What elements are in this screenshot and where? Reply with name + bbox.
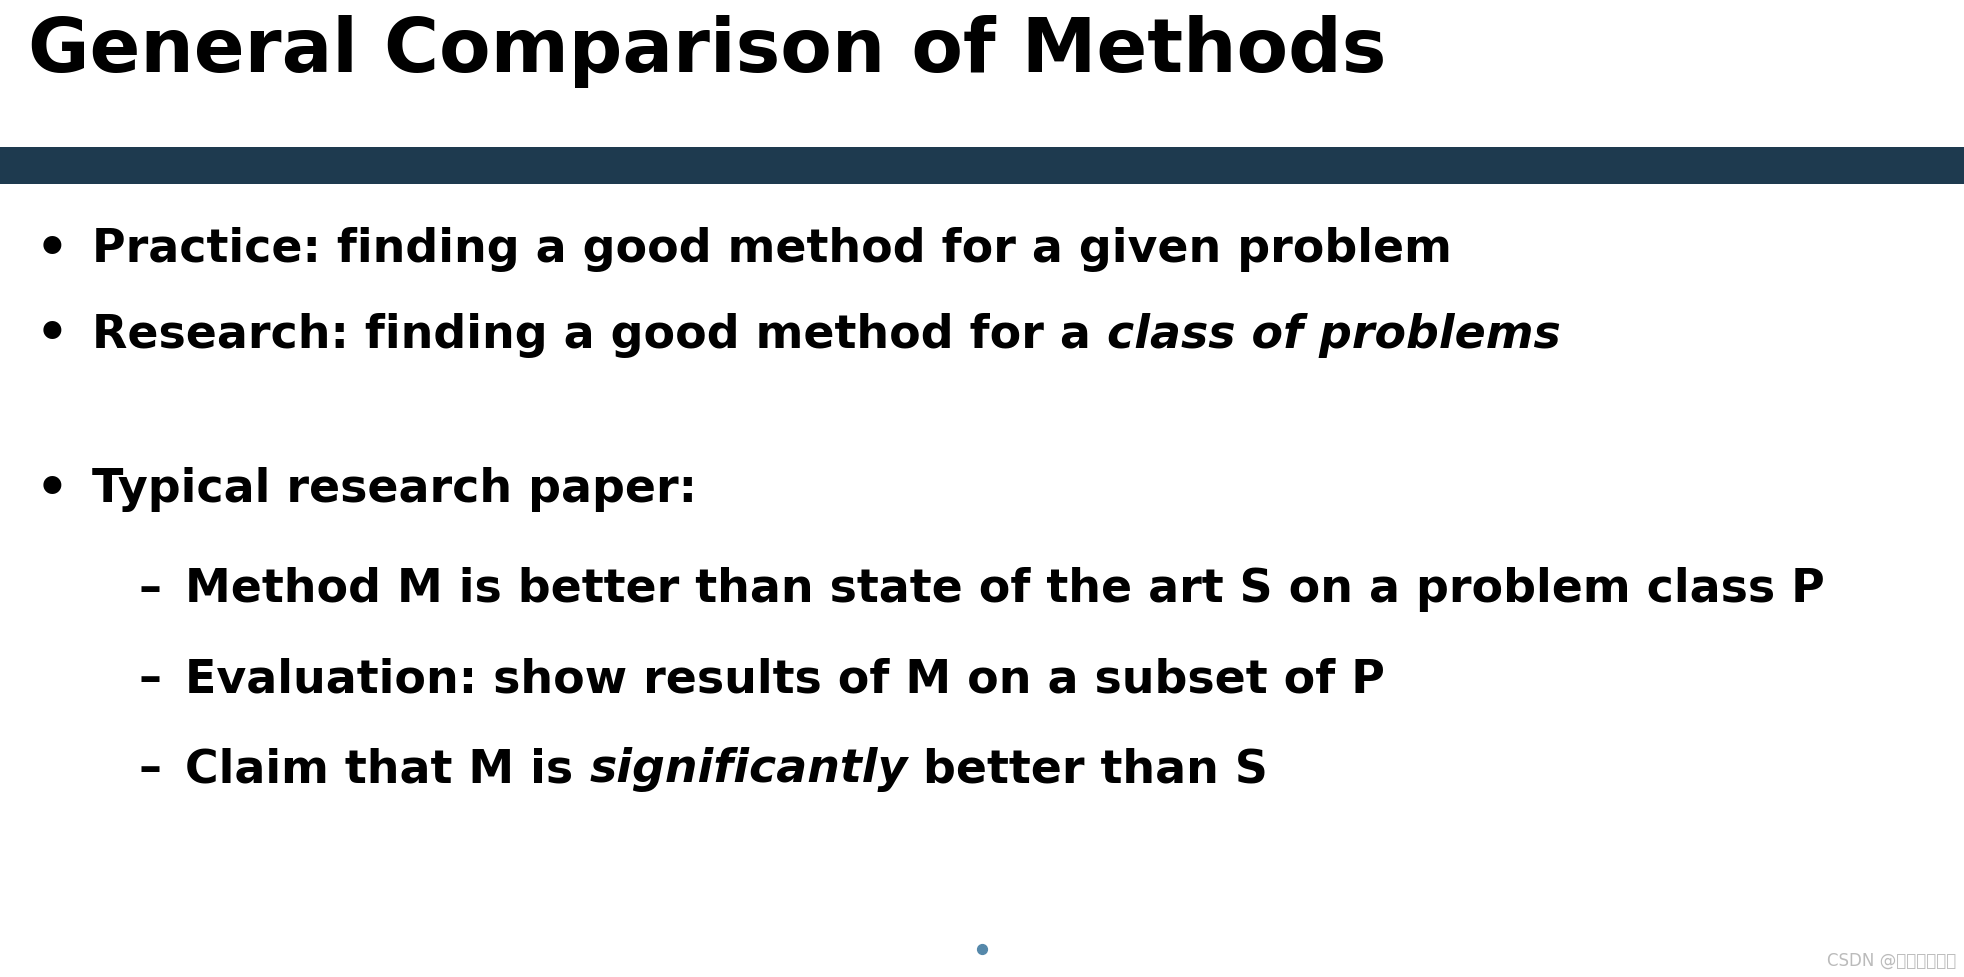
Text: Evaluation: show results of M on a subset of P: Evaluation: show results of M on a subse… <box>185 657 1385 701</box>
Text: Typical research paper:: Typical research paper: <box>92 467 697 512</box>
Text: Research: finding a good method for a: Research: finding a good method for a <box>92 313 1108 358</box>
Text: •: • <box>35 464 69 515</box>
Text: Method M is better than state of the art S on a problem class P: Method M is better than state of the art… <box>185 567 1825 612</box>
Text: Claim that M is: Claim that M is <box>185 746 589 791</box>
Text: •: • <box>35 225 69 275</box>
Text: •: • <box>35 310 69 360</box>
Point <box>966 941 998 956</box>
Text: better than S: better than S <box>907 746 1269 791</box>
Text: CSDN @大白要努力啊: CSDN @大白要努力啊 <box>1827 951 1956 969</box>
Bar <box>0 148 1964 185</box>
Text: General Comparison of Methods: General Comparison of Methods <box>27 15 1387 88</box>
Text: –: – <box>139 567 161 612</box>
Text: –: – <box>139 657 161 701</box>
Text: –: – <box>139 746 161 791</box>
Text: class of problems: class of problems <box>1108 313 1561 358</box>
Text: significantly: significantly <box>589 746 907 791</box>
Text: Practice: finding a good method for a given problem: Practice: finding a good method for a gi… <box>92 228 1451 273</box>
